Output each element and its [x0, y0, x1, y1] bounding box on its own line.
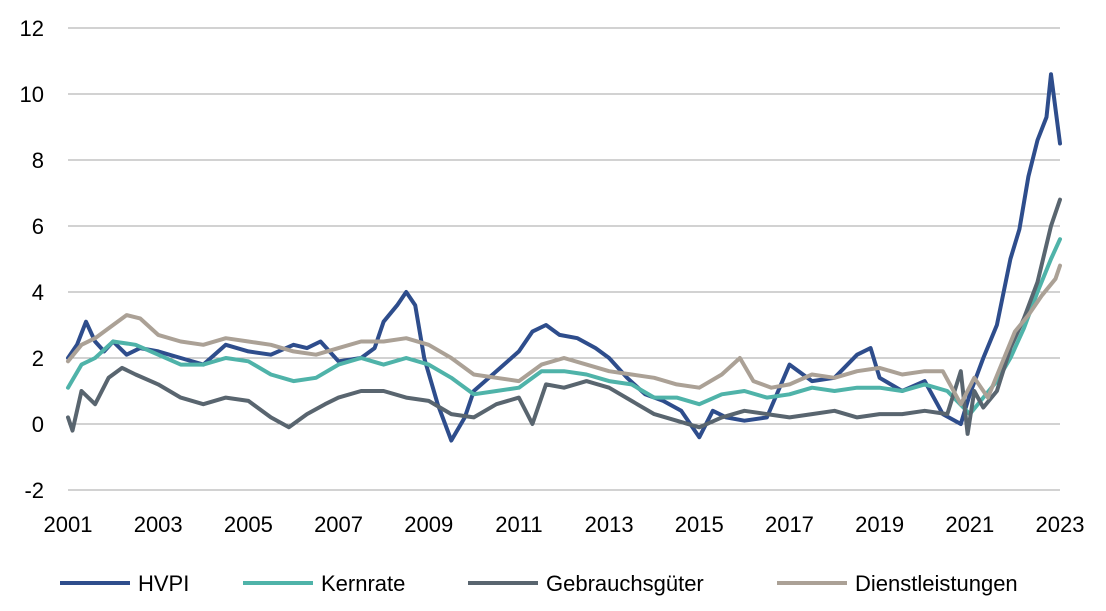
x-tick-label: 2021: [945, 512, 994, 537]
y-tick-label: 12: [20, 16, 44, 41]
series-line-kernrate: [66, 237, 1062, 417]
x-axis-tick-labels: 2001 2003 2005 2007 2009 2011 2013 2015 2017 2019…: [44, 512, 1085, 537]
x-tick-label: 2003: [134, 512, 183, 537]
x-tick-label: 2019: [855, 512, 904, 537]
legend-label-hvpi: HVPI: [138, 571, 189, 596]
y-tick-label: 6: [32, 214, 44, 239]
x-tick-label: 2007: [314, 512, 363, 537]
y-tick-label: 0: [32, 412, 44, 437]
legend: HVPI Kernrate Gebrauchsgüter Dienstleistung…: [60, 571, 1018, 596]
y-tick-label: -2: [24, 478, 44, 503]
y-tick-label: 8: [32, 148, 44, 173]
series-lines: [66, 72, 1062, 443]
series-line-hvpi: [66, 72, 1062, 443]
x-tick-label: 2011: [495, 512, 542, 537]
x-tick-label: 2023: [1036, 512, 1085, 537]
x-tick-label: 2009: [404, 512, 453, 537]
legend-label-gebrauchsgüter: Gebrauchsgüter: [546, 571, 704, 596]
y-tick-label: 2: [32, 346, 44, 371]
legend-label-dienstleistungen: Dienstleistungen: [855, 571, 1018, 596]
x-tick-label: 2013: [585, 512, 634, 537]
x-tick-label: 2005: [224, 512, 273, 537]
y-tick-label: 4: [32, 280, 44, 305]
series-line-dienstleistungen: [66, 263, 1062, 407]
legend-label-kernrate: Kernrate: [321, 571, 405, 596]
y-tick-label: 10: [20, 82, 44, 107]
series-line-gebrauchsgüter: [66, 197, 1062, 436]
y-axis-tick-labels: -2 0 2 4 6 8 10 12: [20, 16, 44, 503]
gridlines: [68, 27, 1060, 491]
x-tick-label: 2001: [44, 512, 93, 537]
x-tick-label: 2015: [675, 512, 724, 537]
x-tick-label: 2017: [765, 512, 814, 537]
